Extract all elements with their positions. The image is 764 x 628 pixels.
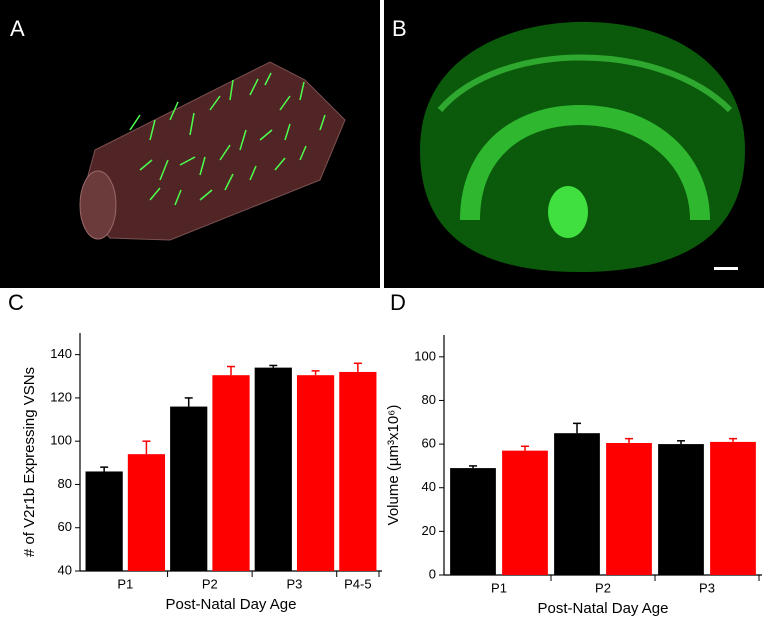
y-tick-label: 80 [58, 476, 72, 491]
x-axis-label: Post-Natal Day Age [166, 596, 297, 613]
y-tick-label: 40 [58, 562, 72, 577]
x-tick-label: P3 [699, 580, 715, 595]
bar [450, 468, 496, 575]
bar [127, 454, 166, 571]
y-tick-label: 100 [50, 433, 72, 448]
bar [85, 471, 123, 571]
bar [606, 443, 652, 575]
organ-model [79, 61, 346, 241]
x-tick-label: P1 [491, 580, 507, 595]
bar [658, 444, 704, 575]
y-axis-label: Volume (µm³x10⁶) [385, 405, 402, 526]
bar [502, 450, 548, 575]
y-tick-label: 60 [58, 519, 72, 534]
y-axis-label: # of V2r1b Expressing VSNs [21, 367, 38, 557]
bar [339, 371, 377, 571]
bar [296, 375, 335, 571]
x-axis-label: Post-Natal Day Age [538, 600, 669, 617]
panel-label: A [10, 16, 25, 41]
bar [710, 441, 756, 575]
y-tick-label: 40 [422, 479, 436, 494]
y-tick-label: 0 [429, 566, 436, 581]
y-tick-label: 120 [50, 389, 72, 404]
y-tick-label: 60 [422, 436, 436, 451]
y-tick-label: 80 [422, 392, 436, 407]
panel-label: C [8, 290, 24, 315]
y-tick-label: 100 [414, 348, 436, 363]
tissue-section [420, 21, 745, 272]
x-tick-label: P4-5 [344, 576, 371, 591]
x-tick-label: P2 [202, 576, 218, 591]
bar [554, 433, 600, 575]
bar [212, 375, 250, 571]
bar [170, 406, 208, 571]
panel-label: D [390, 290, 406, 315]
y-tick-label: 140 [50, 346, 72, 361]
x-tick-label: P1 [117, 576, 133, 591]
x-tick-label: P2 [595, 580, 611, 595]
panel-label: B [392, 16, 407, 41]
bar [254, 367, 292, 571]
y-tick-label: 20 [422, 523, 436, 538]
x-tick-label: P3 [286, 576, 302, 591]
